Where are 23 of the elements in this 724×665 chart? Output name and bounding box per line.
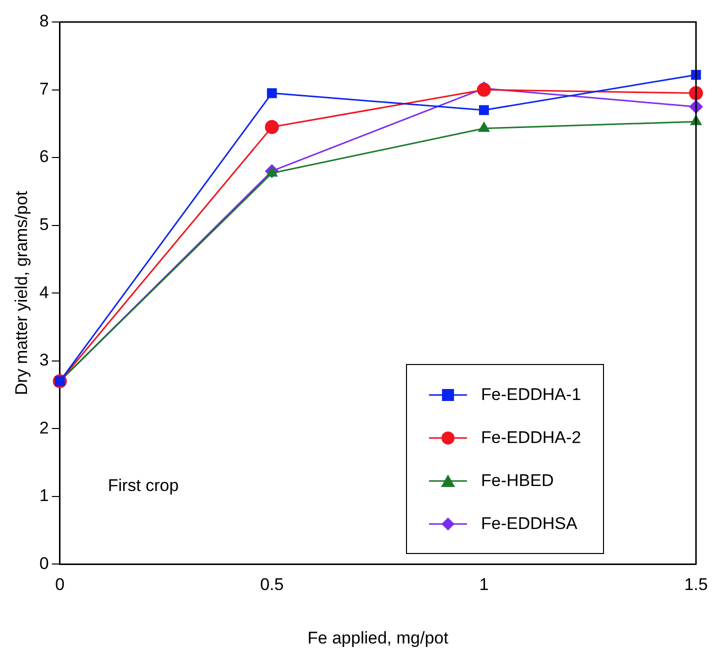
y-tick-label: 3 (39, 350, 49, 370)
legend-label: Fe-EDDHA-2 (481, 428, 582, 448)
y-tick-label: 1 (39, 486, 49, 506)
y-tick-label: 5 (39, 215, 49, 234)
x-tick-label: 0 (55, 575, 65, 594)
point (479, 105, 489, 116)
y-tick-label: 6 (39, 147, 49, 166)
y-tick-label: 2 (39, 418, 49, 438)
point (264, 120, 279, 134)
x-tick-label: 0.5 (260, 575, 284, 594)
x-axis-title: Fe applied, mg/pot (308, 628, 449, 648)
x-tick-label: 1.5 (684, 575, 708, 594)
legend-label: Fe-HBED (481, 470, 554, 491)
annotation: First crop (108, 476, 179, 495)
y-tick-label: 7 (39, 79, 49, 98)
point (266, 88, 277, 98)
legend-label: Fe-EDDHSA (481, 514, 578, 534)
y-tick-label: 8 (39, 12, 49, 31)
y-tick-label: 0 (39, 554, 49, 573)
x-tick-label: 1 (479, 575, 489, 594)
y-tick-label: 4 (39, 282, 49, 302)
legend-label: Fe-EDDHA-1 (481, 384, 582, 405)
y-axis-title: Dry matter yield, grams/pot (12, 190, 31, 396)
